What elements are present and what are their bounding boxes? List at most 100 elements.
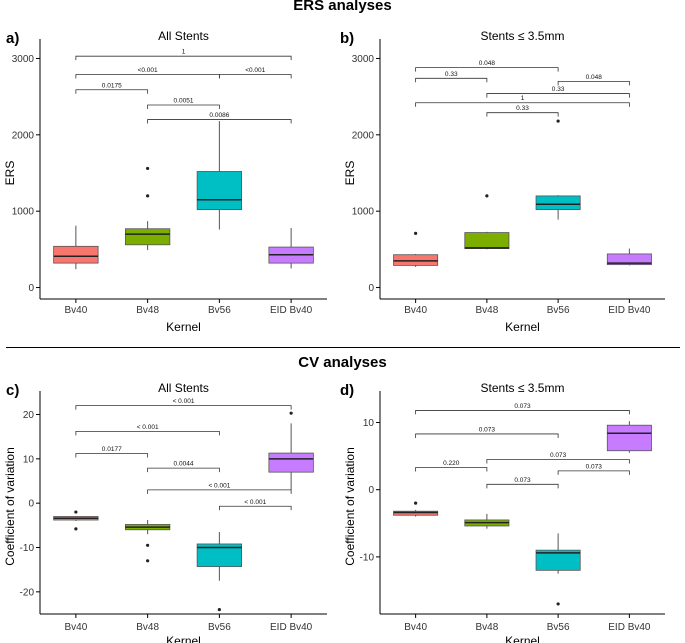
- outlier-point: [556, 602, 560, 606]
- p-value-label: < 0.001: [244, 499, 266, 506]
- panel-d-letter: d): [340, 382, 355, 399]
- box-eid-bv40: [606, 424, 652, 452]
- x-axis-title: Kernel: [166, 634, 201, 643]
- outlier-point: [146, 543, 150, 547]
- p-value-label: 0.0044: [174, 461, 194, 468]
- box-bv40: [393, 254, 439, 266]
- chart-panel-b: Stents ≤ 3.5mm 0 1000 2000 3000 ERS Bv40 Bv48 Bv…: [343, 29, 665, 334]
- y-tick-label: 20: [23, 410, 35, 421]
- p-value-label: < 0.001: [173, 398, 195, 405]
- x-tick-label: Bv40: [64, 622, 87, 633]
- outlier-point: [414, 501, 418, 505]
- y-axis-title: ERS: [343, 161, 357, 186]
- box-bv56: [535, 195, 581, 211]
- y-tick-label: 3000: [352, 54, 375, 65]
- y-tick-label: -20: [20, 587, 35, 598]
- y-tick-label: -10: [360, 552, 375, 563]
- comparison-bracket: [486, 93, 630, 98]
- x-tick-label: Bv48: [475, 622, 498, 633]
- outlier-point: [146, 194, 150, 198]
- x-tick-label: Bv56: [547, 305, 570, 316]
- y-axis-title: Coefficient of variation: [3, 447, 17, 566]
- comparison-bracket: [147, 119, 292, 124]
- outlier-point: [556, 119, 560, 123]
- x-tick-label: Bv40: [404, 622, 427, 633]
- y-tick-label: -10: [20, 543, 35, 554]
- comparison-bracket: [75, 405, 292, 410]
- x-tick-label: Bv48: [136, 305, 159, 316]
- x-tick-label: Bv56: [208, 622, 231, 633]
- x-tick-label: EID Bv40: [270, 622, 313, 633]
- comparison-bracket: [557, 80, 630, 86]
- box-bv40: [53, 245, 99, 264]
- ers-section-title: ERS analyses: [293, 0, 392, 14]
- x-tick-label: Bv56: [547, 622, 570, 633]
- outlier-point: [74, 510, 78, 514]
- p-value-label: < 0.001: [137, 424, 159, 431]
- comparison-bracket: [415, 67, 559, 72]
- x-tick-label: Bv56: [208, 305, 231, 316]
- p-value-label: 0.0177: [102, 446, 122, 453]
- y-tick-label: 10: [363, 418, 375, 429]
- comparison-bracket: [415, 77, 488, 83]
- comparison-bracket: [415, 467, 488, 472]
- p-value-label: 0.048: [479, 60, 496, 67]
- p-value-label: 1: [521, 95, 525, 102]
- y-axis-title: ERS: [3, 161, 17, 186]
- comparison-bracket: [75, 453, 149, 458]
- p-value-label: <0.001: [245, 67, 265, 74]
- p-value-label: 0.073: [514, 477, 531, 484]
- outlier-point: [485, 194, 489, 198]
- outlier-point: [74, 527, 78, 531]
- p-value-label: 0.33: [516, 105, 529, 112]
- panel-a-letter: a): [6, 30, 20, 47]
- comparison-bracket: [415, 102, 630, 107]
- p-value-label: 0.073: [586, 463, 603, 470]
- y-tick-label: 1000: [12, 207, 35, 218]
- chart-title: All Stents: [158, 29, 209, 43]
- comparison-bracket: [415, 410, 630, 415]
- p-value-label: 0.073: [550, 452, 567, 459]
- outlier-point: [146, 559, 150, 563]
- section-divider: [6, 347, 680, 348]
- cv-section-title: CV analyses: [298, 354, 387, 371]
- p-value-label: 0.073: [479, 426, 496, 433]
- panel-b-letter: b): [340, 30, 355, 47]
- chart-panel-d: Stents ≤ 3.5mm -10 0 10 Coefficient of varia…: [343, 381, 665, 643]
- outlier-point: [289, 411, 293, 415]
- y-tick-label: 0: [368, 485, 374, 496]
- box-bv48: [464, 232, 510, 249]
- chart-panel-c: All Stents -20 -10 0 10 20 Coefficient of vari…: [3, 381, 327, 643]
- x-axis-title: Kernel: [505, 320, 540, 334]
- p-value-label: 0.048: [586, 74, 603, 81]
- p-value-label: 0.220: [443, 460, 460, 467]
- y-tick-label: 2000: [12, 130, 35, 141]
- y-tick-label: 0: [28, 283, 34, 294]
- comparison-bracket: [147, 467, 220, 473]
- y-tick-label: 10: [23, 454, 35, 465]
- p-value-label: 0.073: [514, 403, 531, 410]
- comparison-bracket: [486, 112, 559, 117]
- comparison-bracket: [147, 104, 220, 110]
- y-tick-label: 0: [368, 283, 374, 294]
- comparison-bracket: [486, 483, 559, 489]
- box-eid-bv40: [268, 452, 314, 473]
- y-tick-label: 0: [28, 499, 34, 510]
- p-value-label: 0.0051: [174, 98, 194, 105]
- comparison-bracket: [75, 55, 292, 61]
- chart-panel-a: All Stents 0 1000 2000 3000 ERS Bv40 Bv48 Bv56 EI…: [3, 29, 327, 334]
- comparison-bracket: [75, 89, 149, 94]
- chart-title: All Stents: [158, 381, 209, 395]
- outlier-point: [414, 231, 418, 235]
- comparison-bracket: [415, 433, 559, 438]
- comparison-bracket: [557, 470, 630, 475]
- comparison-bracket: [486, 459, 630, 464]
- comparison-bracket: [75, 430, 220, 436]
- x-axis-title: Kernel: [166, 320, 201, 334]
- chart-title: Stents ≤ 3.5mm: [481, 29, 565, 43]
- y-tick-label: 1000: [352, 207, 375, 218]
- p-value-label: <0.001: [138, 67, 158, 74]
- chart-title: Stents ≤ 3.5mm: [481, 381, 565, 395]
- x-tick-label: EID Bv40: [608, 622, 651, 633]
- y-tick-label: 3000: [12, 54, 35, 65]
